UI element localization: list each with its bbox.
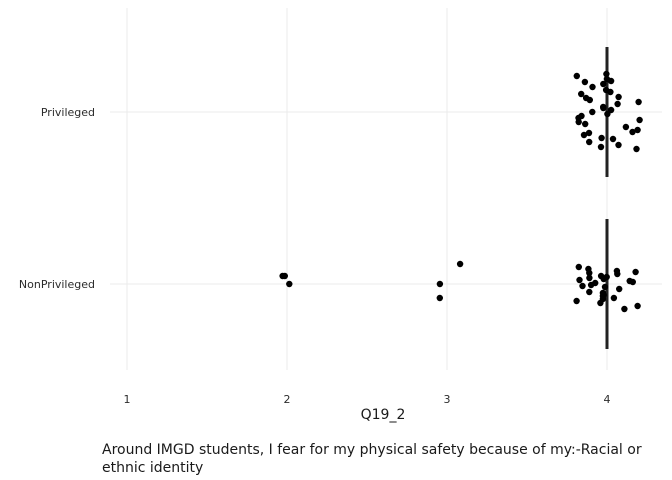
data-point (573, 297, 580, 305)
data-point (573, 72, 580, 80)
data-point (616, 285, 623, 293)
data-point (586, 274, 593, 282)
x-tick-label: 3 (444, 393, 451, 406)
data-point (582, 94, 590, 102)
y-tick-labels: Privileged NonPrivileged (19, 106, 95, 291)
y-tick-label: NonPrivileged (19, 278, 95, 291)
data-point (632, 268, 639, 276)
data-point (586, 288, 593, 296)
data-point (629, 128, 636, 136)
data-point (589, 108, 596, 116)
data-point (286, 280, 293, 288)
data-point (607, 88, 614, 96)
data-point (598, 134, 605, 142)
data-point (600, 275, 607, 283)
data-point (634, 302, 641, 310)
data-point (614, 100, 621, 108)
data-point (634, 126, 641, 134)
data-point (633, 145, 640, 153)
data-point (615, 141, 622, 149)
data-point (622, 123, 630, 131)
data-point (575, 263, 582, 271)
data-point (436, 280, 444, 288)
data-point (603, 70, 610, 78)
data-point (599, 292, 607, 300)
data-point (279, 272, 286, 280)
data-point (589, 83, 596, 91)
data-point (585, 129, 593, 137)
data-point (456, 260, 464, 268)
x-tick-label: 4 (604, 393, 611, 406)
data-point (580, 131, 588, 139)
data-point (600, 104, 607, 112)
data-point (621, 305, 628, 313)
data-points (279, 70, 643, 313)
data-point (609, 135, 617, 143)
data-point (636, 116, 643, 124)
grid-lines (110, 8, 662, 370)
data-point (578, 90, 585, 98)
data-point (601, 283, 609, 291)
data-point (626, 277, 633, 285)
data-point (579, 282, 586, 290)
data-point (581, 78, 589, 86)
chart-caption: Around IMGD students, I fear for my phys… (102, 442, 642, 476)
data-point (436, 294, 443, 302)
data-point (582, 120, 589, 128)
data-point (586, 138, 593, 146)
data-point (600, 80, 607, 88)
x-tick-label: 1 (124, 393, 131, 406)
x-axis-title: Q19_2 (361, 407, 406, 423)
data-point (576, 276, 583, 284)
data-point (597, 143, 605, 151)
data-point (607, 106, 615, 114)
data-point (615, 93, 622, 101)
data-point (613, 267, 621, 275)
y-tick-label: Privileged (41, 106, 95, 119)
data-point (587, 281, 595, 289)
x-tick-labels: 1 2 3 4 (124, 393, 611, 406)
data-point (610, 294, 618, 302)
x-tick-label: 2 (284, 393, 291, 406)
data-point (578, 112, 585, 120)
data-point (586, 269, 593, 277)
data-point (603, 75, 611, 83)
data-point (635, 98, 642, 106)
